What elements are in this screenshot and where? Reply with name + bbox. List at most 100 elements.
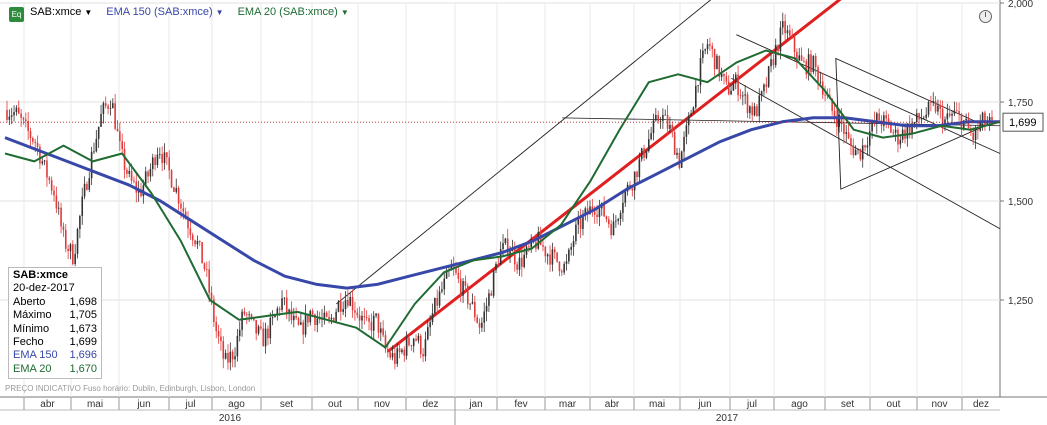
- candle-body: [647, 139, 650, 152]
- candle-body: [490, 293, 493, 296]
- candle-body: [86, 183, 88, 190]
- chart-app-icon[interactable]: Eq: [9, 7, 24, 22]
- candle-body: [861, 145, 864, 160]
- candle-body: [506, 238, 509, 255]
- candle-body: [803, 60, 805, 62]
- info-row-label: EMA 150: [13, 349, 58, 362]
- candle-body: [365, 317, 368, 319]
- candle-body: [730, 90, 732, 95]
- candle-body: [659, 120, 662, 122]
- candle-body: [850, 138, 852, 146]
- candle-body: [222, 341, 225, 359]
- candle-body: [593, 211, 596, 215]
- candle-body: [154, 157, 156, 166]
- candle-body: [619, 212, 622, 220]
- candle-body: [664, 114, 667, 116]
- candle-body: [88, 178, 91, 190]
- candle-body: [224, 352, 227, 359]
- candle-body: [469, 303, 471, 305]
- candle-body: [495, 263, 497, 271]
- month-label: ago: [791, 399, 808, 410]
- candle-body: [297, 318, 300, 325]
- candle-body: [215, 321, 218, 332]
- candle-body: [965, 118, 967, 121]
- candle-body: [64, 229, 67, 249]
- candle-body: [29, 130, 32, 138]
- candle-body: [852, 145, 855, 156]
- candle-body: [791, 35, 793, 38]
- candle-body: [168, 157, 171, 171]
- ema150-selector[interactable]: EMA 150 (SAB:xmce) ▼: [106, 6, 223, 18]
- candle-body: [542, 245, 544, 247]
- candle-body: [429, 322, 431, 328]
- symbol-selector[interactable]: SAB:xmce ▼: [30, 6, 92, 18]
- candle-body: [930, 101, 932, 103]
- candle-body: [934, 100, 937, 112]
- info-row-value: 1,696: [69, 349, 97, 362]
- candle-body: [111, 103, 114, 109]
- candle-body: [864, 145, 866, 148]
- candle-body: [883, 115, 885, 126]
- candle-body: [81, 196, 84, 217]
- info-row-label: Aberto: [13, 295, 46, 308]
- candle-body: [958, 110, 960, 115]
- candle-body: [283, 297, 286, 299]
- candle-body: [871, 121, 873, 132]
- candle-body: [151, 157, 154, 169]
- ema20-selector[interactable]: EMA 20 (SAB:xmce) ▼: [238, 6, 349, 18]
- candle-body: [396, 348, 399, 364]
- candle-body: [725, 76, 728, 82]
- candle-body: [838, 114, 840, 127]
- candle-body: [114, 103, 116, 129]
- candle-body: [452, 266, 455, 268]
- candle-body: [79, 216, 81, 230]
- candle-body: [372, 315, 375, 331]
- candle-body: [831, 98, 833, 111]
- candle-body: [713, 49, 716, 70]
- candle-body: [41, 161, 44, 164]
- candle-body: [248, 314, 250, 316]
- month-label: set: [280, 399, 294, 410]
- candle-body: [941, 108, 944, 127]
- candle-body: [46, 160, 48, 178]
- upper-channel-line: [336, 0, 712, 305]
- candle-body: [382, 328, 384, 336]
- candle-body: [72, 244, 74, 265]
- candle-body: [288, 309, 290, 313]
- candle-body: [608, 219, 610, 225]
- candle-body: [657, 114, 659, 122]
- info-row-label: EMA 20: [13, 362, 52, 375]
- candle-body: [422, 353, 424, 357]
- candle-body: [485, 305, 488, 312]
- candles: [6, 12, 993, 371]
- candle-body: [217, 331, 220, 337]
- month-label: nov: [374, 399, 390, 410]
- month-label: jan: [468, 399, 482, 410]
- month-label: jul: [746, 399, 757, 410]
- candle-body: [109, 108, 112, 109]
- month-label: dez: [973, 399, 989, 410]
- candle-body: [892, 132, 895, 134]
- candle-body: [97, 126, 100, 139]
- candle-body: [295, 315, 297, 319]
- candle-body: [69, 244, 72, 252]
- clock-icon[interactable]: [979, 10, 992, 23]
- candle-body: [483, 311, 486, 323]
- candle-body: [161, 153, 163, 164]
- candle-body: [610, 224, 612, 236]
- candle-body: [516, 264, 518, 270]
- candle-body: [255, 320, 257, 334]
- month-label: mar: [559, 399, 577, 410]
- candle-body: [793, 37, 796, 53]
- candle-body: [885, 115, 888, 119]
- candle-body: [194, 240, 196, 245]
- candle-body: [911, 123, 913, 135]
- candle-body: [424, 339, 427, 357]
- candle-body: [817, 67, 819, 82]
- candle-body: [405, 337, 408, 356]
- info-title: SAB:xmce: [13, 269, 69, 281]
- candle-body: [347, 300, 349, 306]
- candle-body: [10, 115, 13, 117]
- candle-body: [250, 314, 253, 318]
